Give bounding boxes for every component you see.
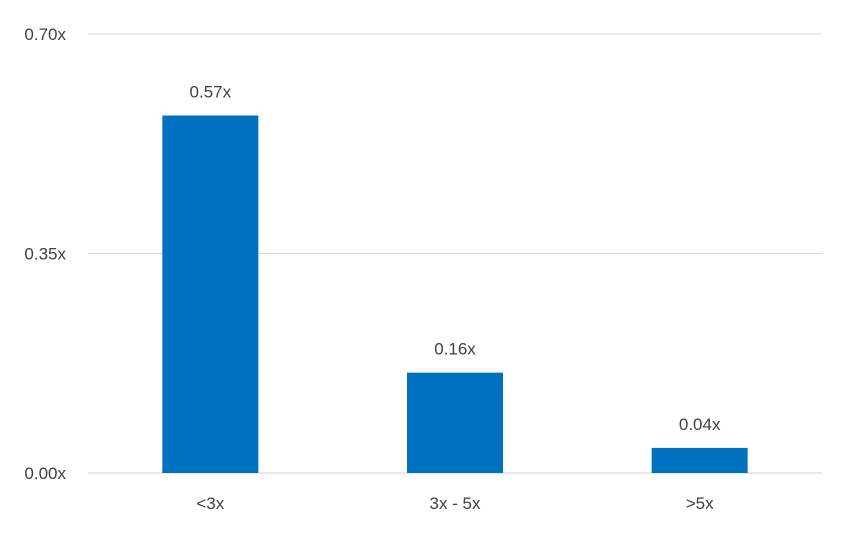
y-tick-label: 0.35x xyxy=(24,245,66,264)
y-tick-label: 0.70x xyxy=(24,25,66,44)
x-tick-label: 3x - 5x xyxy=(429,494,481,513)
data-label: 0.16x xyxy=(434,340,476,359)
bars xyxy=(162,115,748,474)
x-tick-label: >5x xyxy=(686,494,714,513)
y-tick-label: 0.00x xyxy=(24,464,66,483)
bar xyxy=(651,447,748,473)
data-label: 0.57x xyxy=(190,83,232,102)
x-tick-label: <3x xyxy=(196,494,224,513)
data-labels: 0.57x 0.16x 0.04x xyxy=(190,83,721,434)
x-axis-ticks: <3x 3x - 5x >5x xyxy=(196,494,714,513)
bar xyxy=(407,372,503,473)
y-axis-ticks: 0.00x 0.35x 0.70x xyxy=(24,25,66,483)
bar xyxy=(162,115,259,474)
data-label: 0.04x xyxy=(679,415,721,434)
